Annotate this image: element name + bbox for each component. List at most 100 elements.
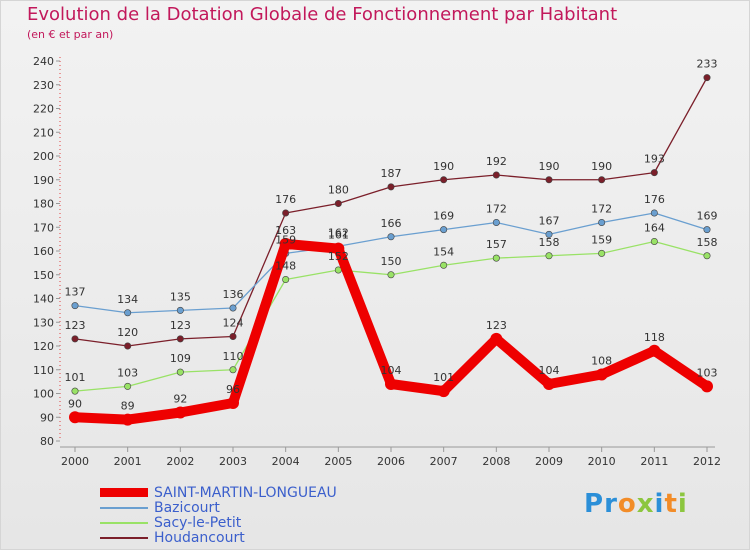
data-label: 104 xyxy=(381,364,402,377)
x-tick-label: 2002 xyxy=(166,455,194,468)
data-label: 137 xyxy=(65,286,86,299)
data-point xyxy=(69,411,81,424)
y-tick-label: 210 xyxy=(33,126,54,139)
x-tick-label: 2011 xyxy=(640,455,668,468)
data-label: 101 xyxy=(65,371,86,384)
data-label-layer: 123 120 123 124 176 180 187 190 192 190 190 193 233 1… xyxy=(65,58,718,413)
data-label: 159 xyxy=(591,233,612,246)
y-tick-label: 100 xyxy=(33,388,54,401)
data-label: 90 xyxy=(68,397,82,410)
data-label: 118 xyxy=(644,331,665,344)
data-point xyxy=(440,176,448,184)
data-point xyxy=(650,238,658,246)
x-tick-label: 2003 xyxy=(219,455,247,468)
data-label: 103 xyxy=(117,366,138,379)
data-point xyxy=(440,226,448,234)
data-label: 124 xyxy=(223,317,244,330)
series-line xyxy=(74,76,708,347)
y-tick-label: 80 xyxy=(40,435,54,448)
series-bazicourt xyxy=(71,209,711,317)
y-tick-label: 90 xyxy=(40,411,54,424)
data-label: 176 xyxy=(644,193,665,206)
data-label: 163 xyxy=(275,224,296,237)
x-tick-label: 2006 xyxy=(377,455,405,468)
data-point xyxy=(124,309,132,317)
data-label: 162 xyxy=(328,226,349,239)
data-point xyxy=(124,342,132,350)
x-tick-label: 2005 xyxy=(324,455,352,468)
proxiti-logo: Proxiti xyxy=(584,489,688,519)
series-houdancourt xyxy=(71,74,711,350)
legend-item: Sacy-le-Petit xyxy=(100,515,337,531)
data-label: 158 xyxy=(539,236,560,249)
data-label: 176 xyxy=(275,193,296,206)
data-point xyxy=(176,368,184,376)
data-point xyxy=(227,397,239,409)
data-point xyxy=(229,304,237,312)
y-tick-label: 200 xyxy=(33,150,54,163)
data-point xyxy=(650,169,658,177)
data-point xyxy=(124,382,132,390)
data-label: 152 xyxy=(328,250,349,263)
data-point xyxy=(71,387,79,395)
data-label: 190 xyxy=(591,160,612,173)
legend-swatch xyxy=(100,506,148,509)
data-label: 166 xyxy=(381,217,402,230)
data-label: 92 xyxy=(173,393,187,406)
data-point xyxy=(598,176,606,184)
data-point xyxy=(174,406,187,419)
data-point xyxy=(650,209,658,217)
legend-label: Houdancourt xyxy=(154,529,245,546)
data-label: 123 xyxy=(486,319,507,332)
data-label: 169 xyxy=(697,210,718,223)
legend-swatch xyxy=(100,521,148,524)
data-point xyxy=(387,183,395,191)
data-label: 159 xyxy=(275,233,296,246)
data-point xyxy=(543,378,555,390)
data-label: 134 xyxy=(117,293,138,306)
data-point xyxy=(176,306,184,314)
legend: SAINT-MARTIN-LONGUEAU Bazicourt Sacy-le-Pe… xyxy=(100,484,337,546)
data-label: 157 xyxy=(486,238,507,251)
data-point xyxy=(545,252,553,260)
data-label: 109 xyxy=(170,352,191,365)
legend-label: SAINT-MARTIN-LONGUEAU xyxy=(154,484,337,501)
data-point xyxy=(437,385,450,398)
x-tick-label: 2004 xyxy=(272,455,300,468)
legend-item: SAINT-MARTIN-LONGUEAU xyxy=(100,484,337,501)
data-point xyxy=(648,344,661,357)
y-tick-label: 150 xyxy=(33,269,54,282)
data-label: 135 xyxy=(170,290,191,303)
data-label: 103 xyxy=(697,366,718,379)
data-label: 190 xyxy=(433,160,454,173)
y-tick-label: 220 xyxy=(33,103,54,116)
data-label: 187 xyxy=(381,167,402,180)
data-label: 192 xyxy=(486,155,507,168)
data-point xyxy=(598,219,606,227)
data-point xyxy=(229,366,237,374)
x-tick-label: 2012 xyxy=(693,455,721,468)
data-label: 123 xyxy=(65,319,86,332)
data-point xyxy=(545,176,553,184)
legend-label: Bazicourt xyxy=(154,499,220,516)
data-point xyxy=(595,368,608,381)
y-tick-label: 170 xyxy=(33,221,54,234)
data-label: 161 xyxy=(328,229,349,242)
data-point xyxy=(282,275,290,283)
data-point xyxy=(121,413,134,426)
legend-swatch xyxy=(100,536,148,539)
legend-item: Houdancourt xyxy=(100,529,337,546)
data-label: 89 xyxy=(121,400,135,413)
data-point xyxy=(387,233,395,241)
data-point xyxy=(282,209,290,217)
data-point xyxy=(492,219,500,227)
data-point xyxy=(703,74,711,82)
data-label: 193 xyxy=(644,153,665,166)
x-tick-label: 2010 xyxy=(588,455,616,468)
x-tick-label: 2001 xyxy=(114,455,142,468)
data-label: 180 xyxy=(328,184,349,197)
series-layer xyxy=(69,74,713,426)
data-label: 110 xyxy=(223,350,244,363)
legend-swatch xyxy=(100,488,148,497)
